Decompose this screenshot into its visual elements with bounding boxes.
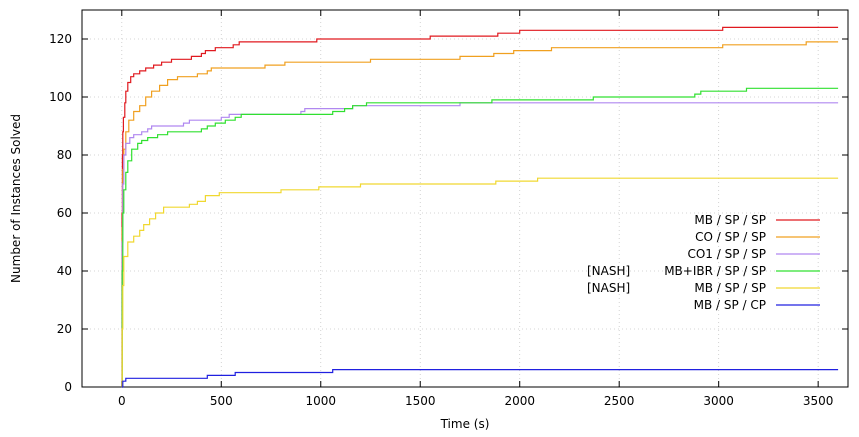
series-line-5	[121, 177, 839, 388]
plot-frame	[81, 9, 849, 388]
y-axis-label: Number of Instances Solved	[9, 114, 23, 283]
y-tick-label: 0	[64, 380, 72, 394]
legend-prefix: [NASH]	[587, 281, 630, 295]
x-tick-label: 3500	[803, 394, 834, 408]
legend-label: CO / SP / SP	[695, 230, 766, 244]
y-tick-label: 100	[49, 90, 72, 104]
x-tick-label: 0	[118, 394, 126, 408]
y-tick-label: 20	[57, 322, 72, 336]
series-line-4	[121, 87, 839, 388]
x-tick-label: 1500	[405, 394, 436, 408]
y-tick-label: 80	[57, 148, 72, 162]
series-line-2	[121, 41, 839, 388]
series-lines	[121, 26, 839, 388]
legend-label: CO1 / SP / SP	[687, 247, 766, 261]
legend-label: MB / SP / SP	[694, 281, 766, 295]
legend-prefix: [NASH]	[587, 264, 630, 278]
legend-label: MB / SP / CP	[694, 298, 766, 312]
y-tick-label: 60	[57, 206, 72, 220]
legend-label: MB / SP / SP	[694, 213, 766, 227]
series-line-3	[121, 102, 839, 388]
x-tick-label: 2500	[604, 394, 635, 408]
x-tick-label: 2000	[504, 394, 535, 408]
series-line-6	[121, 369, 839, 388]
grid	[82, 10, 848, 388]
legend: MB / SP / SP CO / SP / SP CO1 / SP / SP MB+…	[587, 213, 820, 312]
y-tick-label: 40	[57, 264, 72, 278]
x-axis-label: Time (s)	[440, 417, 490, 431]
x-tick-label: 3000	[703, 394, 734, 408]
x-tick-label: 1000	[305, 394, 336, 408]
x-tick-label: 500	[210, 394, 233, 408]
series-line-1	[121, 26, 839, 388]
legend-label: MB+IBR / SP / SP	[664, 264, 766, 278]
axis-ticks: 0 500 1000 1500 2000 2500 3000 3500 0 20 40 60 80 100…	[49, 10, 848, 408]
y-tick-label: 120	[49, 32, 72, 46]
